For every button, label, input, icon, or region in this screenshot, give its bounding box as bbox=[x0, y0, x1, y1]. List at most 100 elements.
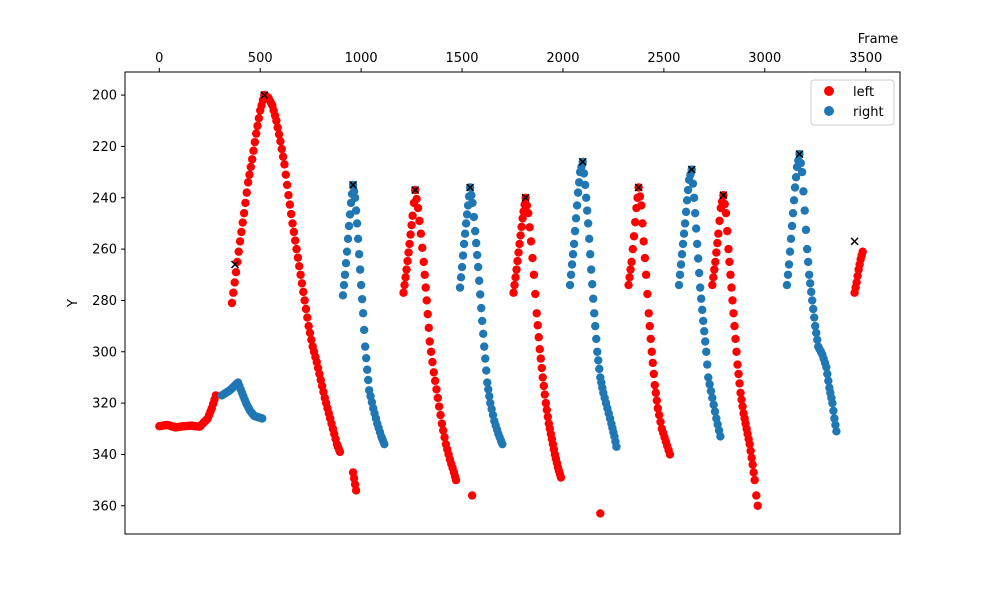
data-point-left-226 bbox=[624, 280, 633, 290]
data-point-right-233 bbox=[829, 406, 838, 415]
data-point-right-137 bbox=[595, 364, 604, 374]
data-point-left-138 bbox=[402, 265, 411, 274]
data-point-right-178 bbox=[701, 337, 710, 346]
data-point-left-52 bbox=[231, 268, 241, 277]
x-axis-label: Frame bbox=[858, 32, 899, 47]
data-point-left-62 bbox=[245, 170, 254, 179]
data-point-left-281 bbox=[729, 309, 738, 318]
data-point-right-83 bbox=[469, 212, 479, 222]
data-point-right-216 bbox=[810, 313, 819, 322]
y-axis: 200 220 240 260 280 300 320 340 360 bbox=[92, 89, 125, 514]
legend-label-left: left bbox=[853, 85, 874, 100]
data-point-left-202 bbox=[534, 333, 543, 342]
data-point-right-72 bbox=[457, 262, 467, 272]
data-point-right-192 bbox=[783, 270, 793, 279]
data-point-right-76 bbox=[461, 219, 471, 228]
data-point-right-182 bbox=[705, 380, 714, 389]
data-point-left-181 bbox=[510, 280, 519, 290]
data-point-left-98 bbox=[293, 253, 303, 262]
data-point-right-75 bbox=[460, 229, 470, 238]
data-point-left-59 bbox=[241, 198, 250, 208]
data-point-left-280 bbox=[728, 296, 737, 305]
data-point-left-204 bbox=[536, 354, 545, 363]
data-point-left-160 bbox=[428, 357, 437, 367]
data-point-right-37 bbox=[344, 221, 354, 231]
data-point-right-86 bbox=[472, 250, 482, 260]
data-point-right-56 bbox=[363, 375, 373, 385]
data-point-right-161 bbox=[682, 196, 692, 205]
data-point-left-205 bbox=[537, 363, 546, 373]
peak-marker-8 bbox=[687, 165, 696, 174]
data-point-left-307 bbox=[852, 278, 861, 287]
data-point-right-183 bbox=[706, 386, 716, 396]
data-point-right-108 bbox=[498, 439, 507, 449]
data-point-left-247 bbox=[648, 358, 657, 368]
data-point-left-254 bbox=[656, 417, 665, 427]
data-point-left-198 bbox=[529, 270, 539, 279]
data-point-left-269 bbox=[715, 216, 724, 226]
x-tick-label-500: 500 bbox=[248, 51, 273, 66]
data-point-right-38 bbox=[345, 210, 355, 219]
data-point-left-140 bbox=[404, 248, 413, 257]
data-point-left-65 bbox=[249, 146, 258, 155]
peak-markers-layer bbox=[230, 91, 859, 269]
plot-frame bbox=[124, 71, 901, 535]
data-point-left-107 bbox=[305, 328, 315, 338]
x-tick-label-1500: 1500 bbox=[445, 51, 478, 66]
x-tick-label-3500: 3500 bbox=[849, 51, 882, 66]
data-point-right-214 bbox=[808, 296, 817, 305]
data-point-right-176 bbox=[699, 316, 708, 326]
data-point-right-162 bbox=[683, 185, 693, 195]
data-point-left-237 bbox=[637, 201, 646, 210]
data-point-left-250 bbox=[651, 388, 660, 398]
legend-marker-left bbox=[824, 86, 834, 96]
peak-marker-0 bbox=[230, 260, 240, 269]
data-point-left-48 bbox=[211, 391, 221, 400]
data-point-left-209 bbox=[541, 398, 551, 408]
data-point-right-84 bbox=[470, 226, 480, 236]
data-point-left-83 bbox=[273, 123, 282, 132]
data-point-right-186 bbox=[710, 407, 720, 416]
data-point-right-89 bbox=[476, 290, 485, 299]
peak-marker-7 bbox=[634, 183, 643, 192]
data-point-left-261 bbox=[665, 450, 675, 459]
data-point-right-133 bbox=[591, 321, 600, 331]
y-tick-label-300: 300 bbox=[92, 345, 117, 360]
data-point-right-85 bbox=[471, 238, 481, 248]
data-point-left-104 bbox=[301, 304, 311, 314]
data-point-right-215 bbox=[809, 304, 818, 314]
data-point-right-200 bbox=[791, 173, 801, 182]
data-point-left-284 bbox=[732, 347, 741, 356]
legend-marker-right bbox=[824, 106, 834, 116]
y-tick-label-320: 320 bbox=[92, 397, 117, 412]
data-point-left-148 bbox=[413, 203, 423, 213]
data-point-left-154 bbox=[421, 283, 430, 292]
data-point-left-166 bbox=[436, 410, 445, 420]
data-point-left-297 bbox=[745, 439, 754, 449]
data-point-left-161 bbox=[429, 368, 438, 377]
data-point-left-249 bbox=[650, 380, 659, 390]
data-point-left-243 bbox=[644, 309, 653, 318]
data-point-left-197 bbox=[528, 253, 537, 263]
data-point-left-228 bbox=[626, 265, 635, 274]
data-point-left-242 bbox=[643, 289, 652, 299]
data-point-left-287 bbox=[735, 379, 744, 388]
peak-marker-4 bbox=[466, 183, 475, 192]
data-point-left-238 bbox=[638, 219, 647, 228]
data-point-left-178 bbox=[451, 475, 461, 485]
data-point-left-90 bbox=[282, 180, 292, 190]
series-layer bbox=[155, 90, 867, 518]
x-axis-top: 0 500 1000 1500 2000 2500 3000 3500 bbox=[155, 51, 882, 72]
peak-marker-3 bbox=[411, 186, 420, 195]
data-point-left-245 bbox=[646, 334, 655, 344]
data-point-left-143 bbox=[407, 220, 416, 230]
data-point-left-105 bbox=[303, 313, 312, 322]
data-point-left-308 bbox=[853, 271, 862, 281]
data-point-left-141 bbox=[405, 239, 414, 249]
data-point-right-51 bbox=[358, 309, 368, 318]
data-point-left-273 bbox=[720, 199, 729, 209]
peak-marker-2 bbox=[349, 180, 358, 189]
data-point-left-147 bbox=[412, 194, 421, 204]
data-point-right-217 bbox=[811, 321, 820, 331]
data-point-right-227 bbox=[823, 369, 832, 379]
